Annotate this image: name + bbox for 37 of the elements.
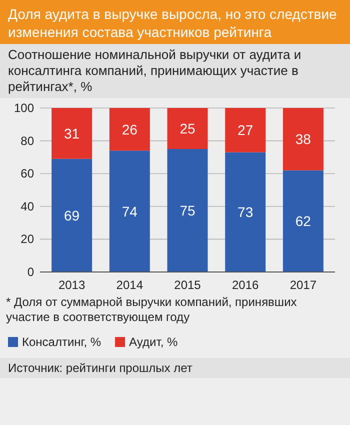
bar — [52, 158, 92, 272]
data-label: 62 — [295, 213, 312, 230]
data-label: 27 — [238, 122, 254, 138]
chart-subtitle: Соотношение номинальной выручки от аудита и консалтинга компаний, принимающих участие в рейтингах*, % — [8, 47, 302, 94]
bar — [225, 152, 266, 272]
data-label: 31 — [64, 125, 80, 142]
data-label: 75 — [180, 202, 196, 218]
chart-title: Доля аудита в выручке выросла, но это следствие изменения состава участников рейтинга — [8, 6, 338, 40]
x-tick-label: 2013 — [58, 278, 86, 292]
y-tick-label: 0 — [27, 265, 34, 279]
y-tick-label: 40 — [20, 199, 34, 214]
legend-label: Аудит, % — [129, 335, 178, 349]
y-tick-label: 20 — [20, 232, 34, 246]
bar — [225, 108, 266, 152]
data-label: 38 — [295, 131, 312, 148]
x-tick-label: 2014 — [116, 278, 144, 292]
bar — [282, 108, 324, 170]
x-tick-label: 2015 — [174, 278, 202, 292]
bar — [282, 170, 324, 272]
bar — [167, 149, 208, 272]
bar — [109, 108, 150, 151]
x-tick-label: 2016 — [232, 278, 260, 292]
bar — [109, 150, 150, 272]
text: * Доля от суммарной выручки компаний, принявших участие в соответствующем году — [6, 295, 297, 324]
text: Источник: рейтинги прошлых лет — [8, 361, 193, 375]
x-tick-label: 2017 — [290, 278, 317, 292]
bar — [52, 108, 92, 159]
data-label: 25 — [180, 120, 196, 136]
y-tick-label: 100 — [14, 101, 34, 115]
data-label: 69 — [64, 207, 80, 224]
legend-label: Консалтинг, % — [22, 335, 102, 349]
data-label: 73 — [238, 204, 254, 220]
data-label: 26 — [122, 121, 138, 138]
y-tick-label: 80 — [20, 134, 34, 148]
bar — [167, 108, 208, 149]
data-label: 74 — [122, 203, 138, 220]
y-tick-label: 60 — [20, 166, 34, 181]
